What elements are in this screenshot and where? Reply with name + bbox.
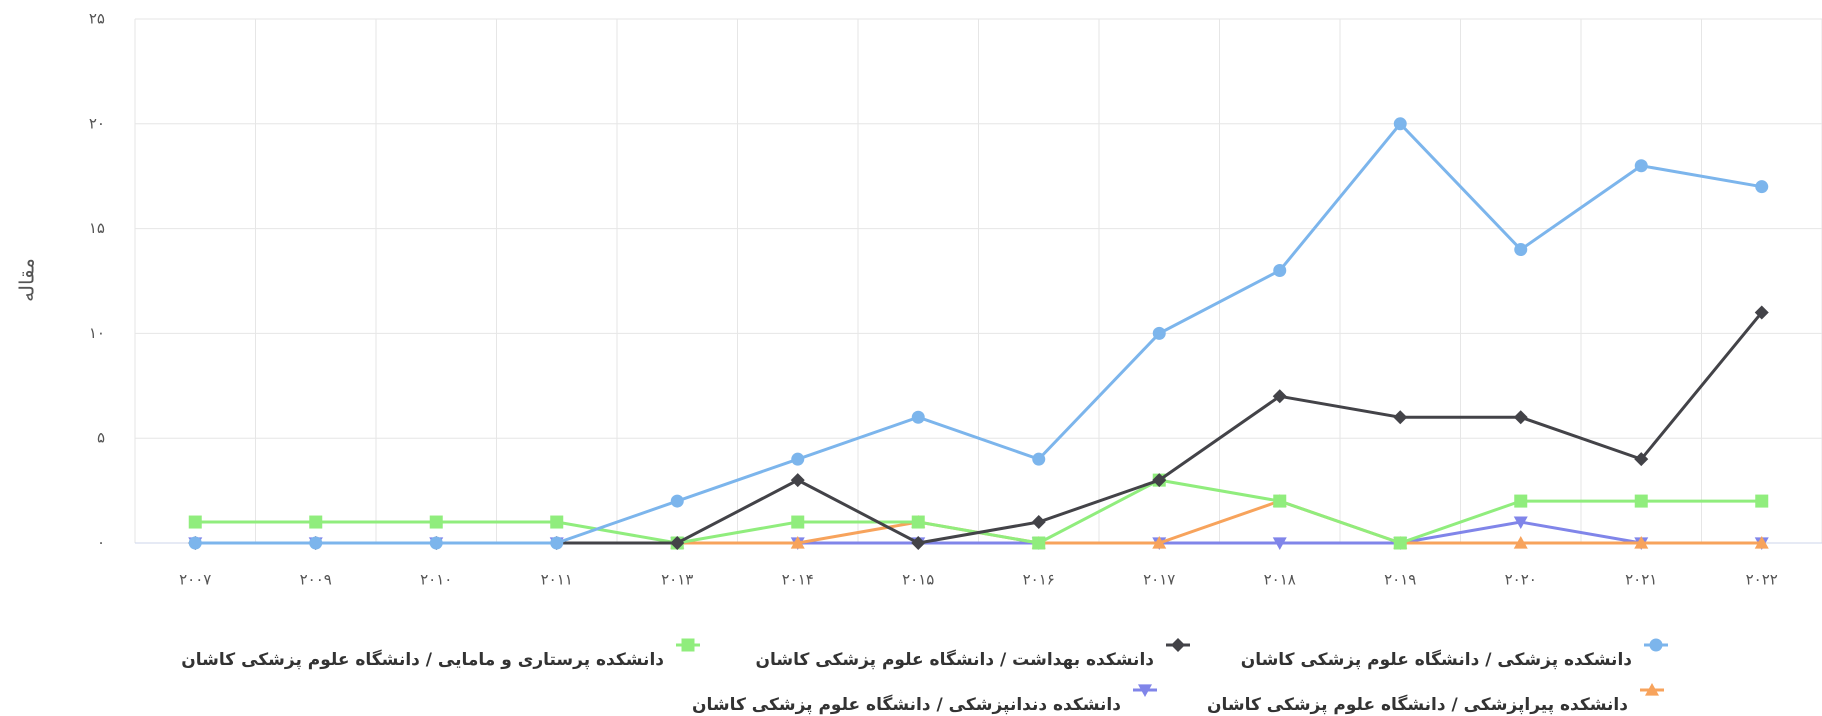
x-tick-label: ۲۰۱۴ [782, 571, 814, 589]
series-line [195, 121, 1763, 545]
marker [1273, 264, 1287, 278]
marker [1138, 684, 1152, 697]
y-tick-label: ۵ [97, 429, 105, 447]
marker [1152, 536, 1167, 549]
marker [1754, 536, 1769, 549]
y-tick-label: ۱۵ [89, 219, 105, 237]
y-tick-label: ۱۰ [89, 324, 105, 342]
marker [1634, 536, 1649, 549]
marker [1393, 410, 1408, 425]
marker [1513, 536, 1528, 549]
marker [911, 536, 926, 550]
marker [1273, 494, 1287, 508]
y-tick-label: ۲۰ [89, 114, 105, 132]
y-tick-label: ۲۵ [89, 10, 105, 28]
marker [1272, 389, 1287, 404]
marker [1513, 516, 1528, 530]
x-tick-label: ۲۰۰۹ [300, 571, 332, 589]
marker [1031, 515, 1046, 530]
x-tick-label: ۲۰۱۸ [1264, 571, 1296, 589]
marker [1754, 305, 1769, 320]
marker [1152, 473, 1167, 488]
marker [1272, 537, 1287, 550]
marker [188, 515, 202, 529]
marker [1513, 410, 1528, 425]
x-tick-label: ۲۰۲۱ [1625, 571, 1657, 589]
marker [1032, 536, 1046, 550]
marker [1393, 536, 1407, 550]
marker [1755, 494, 1769, 508]
marker [1634, 452, 1649, 467]
marker [1393, 117, 1407, 131]
marker [1634, 159, 1648, 173]
marker [309, 536, 323, 550]
marker [550, 536, 564, 550]
marker [790, 473, 805, 488]
marker [911, 515, 925, 529]
marker [1649, 638, 1663, 652]
marker [1645, 683, 1659, 696]
marker [790, 536, 805, 549]
x-tick-label: ۲۰۰۷ [179, 571, 211, 589]
legend-label: دانشکده پزشکی / دانشگاه علوم پزشکی کاشان [1241, 649, 1633, 670]
marker [1755, 180, 1769, 194]
x-tick-label: ۲۰۲۲ [1746, 571, 1778, 589]
marker [670, 494, 684, 508]
legend-label: دانشکده بهداشت / دانشگاه علوم پزشکی کاشا… [755, 649, 1154, 670]
marker [429, 536, 443, 550]
y-tick-label: ۰ [97, 534, 105, 552]
marker [791, 452, 805, 466]
legend-label: دانشکده دندانپزشکی / دانشگاه علوم پزشکی … [692, 694, 1121, 715]
marker [1171, 638, 1185, 652]
series-line [677, 499, 1762, 545]
x-tick-label: ۲۰۱۶ [1023, 571, 1055, 589]
marker [911, 410, 925, 424]
marker [429, 515, 443, 529]
marker [550, 515, 564, 529]
x-tick-label: ۲۰۱۰ [420, 571, 452, 589]
marker [188, 536, 202, 550]
marker [1032, 452, 1046, 466]
marker [1634, 494, 1648, 508]
x-tick-label: ۲۰۲۰ [1505, 571, 1537, 589]
x-tick-label: ۲۰۱۱ [541, 571, 573, 589]
marker [309, 515, 323, 529]
y-axis-label: مقاله [15, 258, 39, 302]
x-tick-label: ۲۰۱۹ [1384, 571, 1416, 589]
x-tick-label: ۲۰۱۵ [902, 571, 934, 589]
legend-label: دانشکده پیراپزشکی / دانشگاه علوم پزشکی ک… [1207, 694, 1628, 715]
marker [681, 638, 695, 652]
x-tick-label: ۲۰۱۳ [661, 571, 693, 589]
marker [1514, 494, 1528, 508]
marker [1514, 243, 1528, 257]
x-tick-label: ۲۰۱۷ [1143, 571, 1175, 589]
marker [670, 536, 685, 550]
marker [791, 515, 805, 529]
legend-label: دانشکده پرستاری و مامایی / دانشگاه علوم … [181, 649, 664, 670]
marker [1152, 326, 1166, 340]
